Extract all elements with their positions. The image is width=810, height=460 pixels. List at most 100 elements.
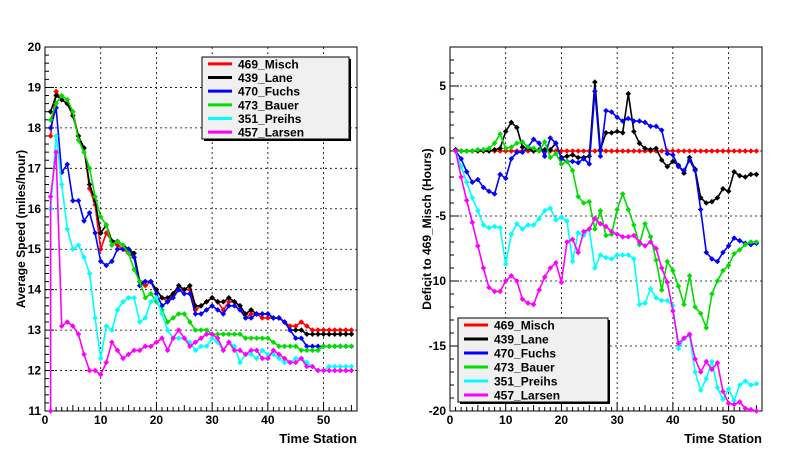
data-point	[486, 145, 492, 152]
data-point	[608, 130, 615, 136]
data-point	[153, 299, 160, 305]
data-point	[608, 109, 615, 115]
data-point	[64, 96, 71, 103]
y-axis-label-speed: Average Speed (miles/hour)	[14, 150, 28, 308]
data-point	[614, 252, 620, 258]
data-point	[120, 355, 126, 362]
data-point	[742, 378, 749, 384]
data-point	[136, 282, 143, 289]
data-point	[664, 279, 671, 286]
legend-label: 351_Preihs	[494, 375, 558, 389]
y-tick-label: 0	[439, 144, 446, 158]
data-point	[642, 300, 648, 306]
chart-deficit: 0 10 20 30 40 50 -20 -15 -10 -5 0 5 Time Station De…	[420, 46, 763, 446]
data-point	[658, 127, 665, 133]
x-axis-label-speed: Time Station	[279, 431, 357, 446]
legend-label: 473_Bauer	[494, 361, 555, 375]
series-layer-deficit	[452, 79, 760, 414]
data-point	[642, 243, 648, 249]
legend-label: 439_Lane	[494, 333, 549, 347]
data-point	[658, 148, 665, 154]
legend-label: 457_Larsen	[238, 126, 304, 140]
data-point	[53, 92, 59, 99]
data-point	[103, 359, 110, 366]
legend-speed: 469_Misch439_Lane470_Fuchs473_Bauer351_P…	[201, 56, 351, 141]
series-457_Larsen	[452, 148, 760, 414]
data-point	[231, 299, 238, 305]
data-point	[209, 294, 215, 301]
data-point	[187, 282, 193, 289]
data-point	[198, 311, 204, 317]
data-point	[519, 149, 526, 156]
series-473_Bauer	[47, 92, 355, 354]
data-point	[558, 156, 565, 162]
data-point	[309, 363, 316, 370]
data-point	[486, 224, 492, 231]
data-point	[575, 154, 581, 161]
data-point	[681, 148, 687, 154]
legend-box	[457, 317, 609, 403]
data-point	[70, 108, 76, 115]
data-point	[592, 79, 598, 85]
data-point	[47, 125, 54, 131]
data-point	[181, 290, 188, 297]
data-point	[553, 260, 559, 266]
data-point	[175, 286, 182, 293]
data-point	[131, 347, 137, 354]
data-point	[564, 148, 570, 154]
data-point	[159, 311, 165, 317]
data-point	[242, 315, 249, 321]
data-point	[226, 339, 232, 346]
data-point	[463, 179, 470, 185]
data-point	[491, 146, 498, 153]
data-point	[603, 130, 609, 136]
data-point	[192, 339, 199, 346]
data-point	[86, 367, 93, 374]
data-point	[298, 347, 305, 354]
data-point	[125, 294, 132, 301]
data-point	[181, 286, 188, 293]
data-point	[203, 343, 210, 350]
data-point	[304, 359, 310, 366]
data-point	[47, 108, 54, 115]
data-point	[664, 258, 671, 265]
data-point	[148, 299, 154, 305]
data-point	[209, 331, 215, 337]
data-point	[664, 150, 671, 157]
data-point	[331, 367, 338, 374]
data-point	[608, 148, 615, 154]
data-point	[569, 158, 576, 165]
data-point	[709, 366, 715, 373]
data-point	[136, 278, 143, 285]
data-point	[497, 288, 503, 295]
data-point	[164, 319, 171, 325]
data-point	[541, 139, 548, 145]
data-point	[276, 343, 282, 350]
data-point	[337, 367, 344, 374]
data-point	[553, 150, 559, 157]
data-point	[237, 331, 243, 337]
data-point	[220, 331, 227, 337]
data-point	[731, 401, 737, 408]
data-point	[153, 286, 160, 293]
data-point	[192, 303, 199, 309]
data-point	[458, 148, 464, 154]
data-point	[125, 351, 132, 358]
data-point	[580, 156, 587, 162]
data-point	[709, 358, 715, 365]
ticks-speed: 0 10 20 30 40 50 11 12 13 14 15 16 17 18 19 20	[28, 40, 358, 427]
data-point	[586, 198, 593, 205]
data-point	[748, 406, 754, 413]
data-point	[697, 387, 704, 393]
y-tick-label: 12	[28, 364, 42, 378]
x-tick-label: 10	[94, 413, 108, 427]
data-point	[203, 331, 210, 337]
data-point	[170, 294, 176, 301]
data-point	[326, 363, 332, 370]
data-point	[348, 327, 355, 333]
data-point	[514, 124, 520, 131]
data-point	[692, 356, 698, 362]
legend-label: 473_Bauer	[238, 98, 299, 112]
data-point	[315, 367, 321, 374]
y-tick-label: -10	[429, 274, 447, 288]
